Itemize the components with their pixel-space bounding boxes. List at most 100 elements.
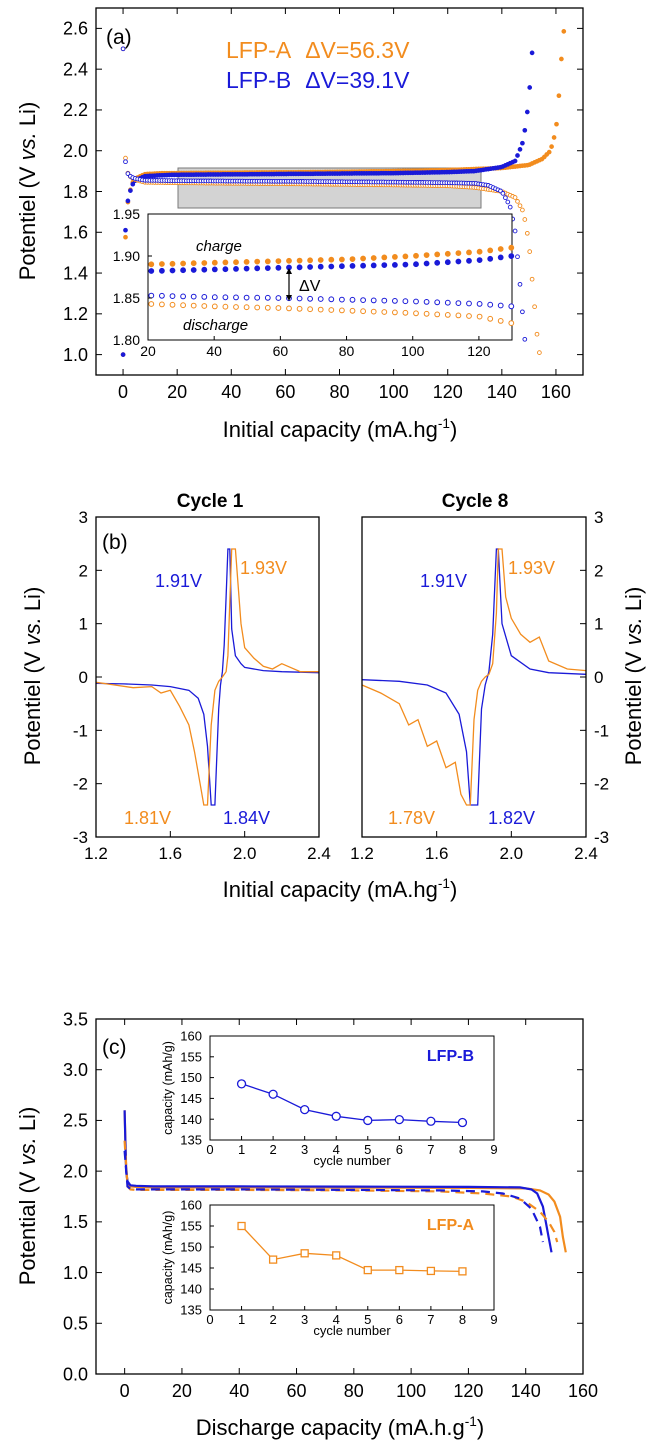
x-tick-label: 0 (120, 1381, 130, 1401)
x-tick-label: 60 (273, 343, 289, 359)
x-axis-title: Initial capacity (mA.hg-1) (223, 876, 458, 902)
inset-marker-lfp-a-charge (211, 259, 218, 266)
inset-marker-lfp-a-charge (317, 257, 324, 263)
inset-marker-lfp-b-discharge (254, 294, 261, 301)
marker-lfp-a-charge (546, 149, 552, 155)
inset-marker-lfp-b-discharge (159, 292, 165, 299)
inset-marker-lfp-a-charge (275, 258, 282, 265)
inset-point-lfp-b (457, 1117, 468, 1128)
inset-marker-lfp-b-discharge (508, 303, 515, 310)
x-tick-label: 1 (238, 1142, 245, 1157)
marker-lfp-b-discharge (520, 309, 525, 315)
marker-lfp-b-charge (522, 127, 528, 133)
inset-point-lfp-a (363, 1265, 372, 1275)
inset-marker-lfp-a-discharge (169, 301, 176, 308)
inset-marker-lfp-a-charge (487, 247, 494, 254)
inset-marker-lfp-a-discharge (392, 309, 398, 316)
inset-point-lfp-a (237, 1221, 246, 1231)
x-tick-label: 40 (221, 382, 241, 402)
cycle1-lfp-b-discharge-value: 1.84V (223, 808, 270, 828)
x-tick-label: 5 (364, 1142, 371, 1157)
x-tick-label: 60 (287, 1381, 307, 1401)
inset-marker-lfp-b-discharge (222, 294, 229, 301)
cycle1-line-lfp-b (95, 548, 320, 806)
panel-b-label: (b) (102, 531, 128, 554)
marker-lfp-a-discharge (520, 207, 525, 213)
inset-marker-lfp-b-charge (444, 259, 451, 266)
marker-lfp-a-discharge (534, 331, 540, 337)
y-tick-label: 155 (180, 1219, 202, 1234)
inset-marker-lfp-a-discharge (360, 308, 367, 315)
inset-marker-lfp-a-discharge (434, 311, 441, 318)
x-tick-label: 20 (140, 343, 156, 359)
inset-point-lfp-b (331, 1111, 341, 1121)
inset-marker-lfp-b-discharge (296, 295, 303, 302)
inset-marker-lfp-a-charge (497, 246, 504, 252)
y-tick-label: -3 (73, 828, 88, 847)
inset-marker-lfp-b-charge (211, 266, 218, 273)
y-tick-label: 0 (594, 668, 603, 687)
inset-marker-lfp-b-charge (317, 263, 324, 270)
y-tick-label: 1.0 (63, 345, 88, 365)
marker-lfp-b-discharge (503, 195, 508, 201)
cycle1-series (95, 548, 320, 806)
y-tick-label: 1.90 (113, 248, 140, 264)
inset-marker-lfp-b-charge (360, 262, 367, 269)
inset-marker-lfp-a-charge (370, 255, 377, 261)
legend-lfp-b-delta: ΔV=39.1V (305, 67, 410, 93)
inset-marker-lfp-b-discharge (180, 293, 187, 300)
inset-point-lfp-a (426, 1266, 436, 1276)
inset-marker-lfp-a-charge (180, 260, 187, 267)
inset-a-frame (147, 213, 513, 341)
inset-marker-lfp-a-discharge (307, 306, 314, 313)
inset-lfp-a-title: LFP-A (427, 1217, 475, 1234)
line-lfp-a-dashed (123, 1140, 559, 1243)
marker-lfp-a-discharge (522, 217, 528, 222)
inset-lfp-b-frame (209, 1035, 495, 1141)
cycle8-title: Cycle 8 (442, 491, 509, 512)
cycle8-series (361, 548, 587, 806)
marker-lfp-a-charge (549, 144, 554, 149)
cycle8-ticks: 1.2 1.6 2.0 2.4-3 -2 -1 0 1 2 3 Potentiel (V vs. L… (350, 508, 646, 863)
y-tick-label: -1 (594, 721, 609, 740)
inset-marker-lfp-a-charge (434, 251, 441, 258)
inset-marker-lfp-a-discharge (328, 307, 335, 313)
marker-lfp-b-discharge (507, 204, 513, 210)
panel-c-series (123, 1110, 567, 1253)
inset-marker-lfp-b-charge (487, 255, 494, 262)
inset-marker-lfp-a-charge (148, 261, 155, 268)
y-tick-label: -2 (594, 775, 609, 794)
inset-lfp-b-ticks: 0 1 2 3 4 5 6 7 8 9 135 140 145 150 155 160 capacity (mA… (161, 1029, 498, 1168)
inset-marker-lfp-b-charge (402, 261, 409, 268)
marker-lfp-a-discharge (517, 203, 523, 209)
inset-marker-lfp-b-discharge (370, 297, 377, 304)
inset-marker-lfp-a-discharge (339, 307, 345, 314)
inset-marker-lfp-b-discharge (476, 301, 483, 307)
x-axis-title: Discharge capacity (mA.h.g-1) (196, 1414, 484, 1440)
cycle1-lfp-a-discharge-value: 1.81V (124, 808, 171, 828)
inset-marker-lfp-b-charge (476, 257, 483, 264)
x-tick-label: 2 (269, 1142, 276, 1157)
inset-marker-lfp-a-charge (307, 257, 314, 264)
y-tick-label: 2.4 (63, 59, 88, 79)
y-tick-label: 1.2 (63, 304, 88, 324)
inset-marker-lfp-b-discharge (201, 294, 208, 300)
inset-marker-lfp-a-discharge (466, 313, 472, 319)
y-tick-label: 145 (180, 1261, 202, 1276)
panel-c-ticks: 0 20 40 60 80 100 120 140 1600.00.51.01.52.02.53… (15, 1009, 598, 1440)
x-tick-label: 2.4 (574, 844, 598, 863)
y-tick-label: 1.0 (63, 1263, 88, 1283)
inset-marker-lfp-a-charge (296, 257, 303, 264)
x-tick-label: 2.4 (307, 844, 331, 863)
marker-lfp-b-discharge (515, 254, 520, 260)
y-tick-label: 145 (180, 1091, 202, 1106)
inset-marker-lfp-a-discharge (370, 308, 377, 315)
inset-point-lfp-b (394, 1114, 404, 1125)
inset-point-lfp-b (300, 1104, 310, 1115)
panel-a-ticks: 0 20 40 60 80 100 120 140 160 1.0 1.2 1.4 1.6 1.8 2.0 2… (15, 8, 583, 442)
inset-marker-lfp-b-discharge (243, 294, 250, 301)
inset-marker-lfp-b-discharge (434, 299, 441, 306)
inset-point-lfp-a (395, 1265, 404, 1275)
y-tick-label: 1.8 (63, 182, 88, 202)
